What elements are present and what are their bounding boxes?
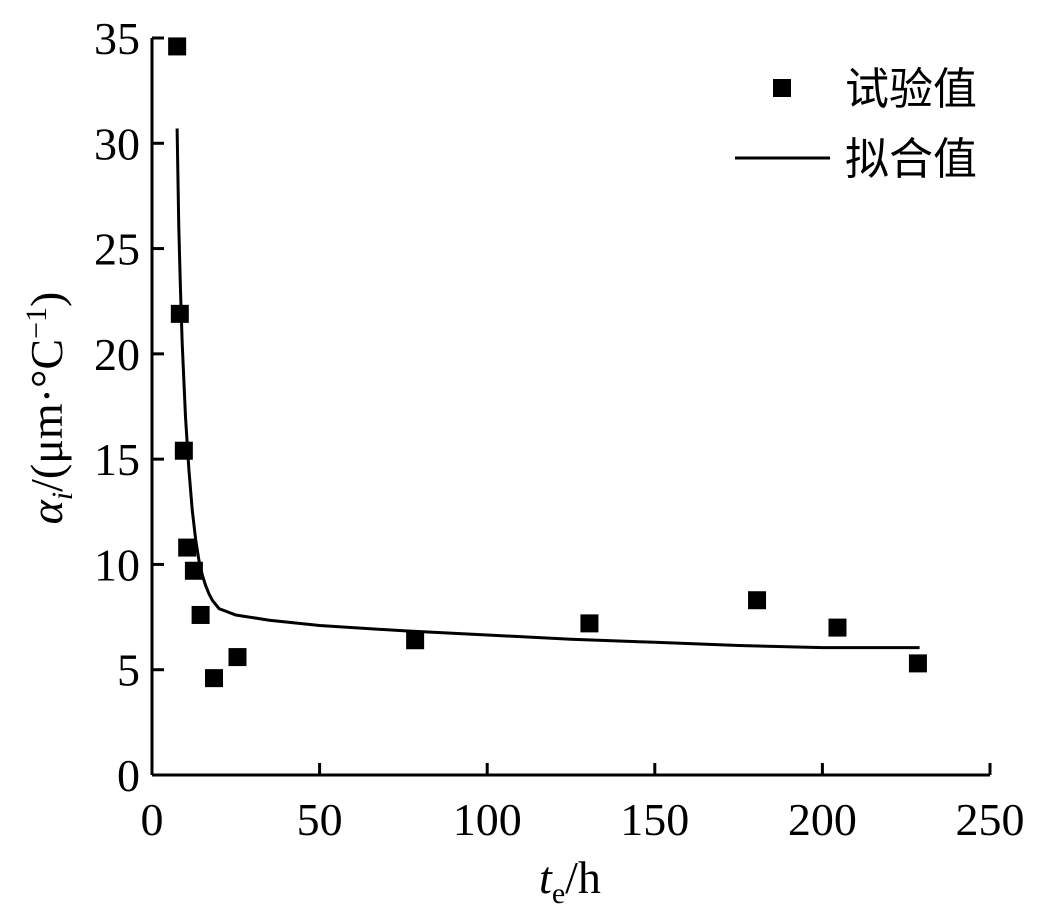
y-tick-label: 25 [94, 224, 140, 275]
data-point [228, 648, 247, 667]
series [168, 37, 927, 688]
x-tick-label: 200 [788, 794, 857, 845]
x-tick-label: 100 [453, 794, 522, 845]
x-tick-label: 50 [297, 794, 343, 845]
x-tick-label: 250 [956, 794, 1025, 845]
fit-line [175, 128, 920, 650]
y-tick-label: 0 [117, 750, 140, 801]
axes [150, 38, 990, 777]
y-tick-label: 30 [94, 118, 140, 169]
data-point [184, 561, 203, 580]
data-point [580, 614, 599, 633]
data-point [168, 37, 187, 56]
y-tick-label: 20 [94, 329, 140, 380]
legend-label: 拟合值 [845, 134, 977, 185]
data-point [174, 441, 193, 460]
data-point [205, 669, 224, 688]
y-tick-label: 35 [94, 13, 140, 64]
x-tick-label: 0 [141, 794, 164, 845]
data-point [406, 631, 425, 650]
x-tick-label: 150 [620, 794, 689, 845]
data-point [748, 591, 767, 610]
legend-label: 试验值 [845, 64, 977, 115]
y-tick-label: 5 [117, 645, 140, 696]
y-tick-label: 10 [94, 539, 140, 590]
x-axis-title: te/h [539, 852, 601, 910]
y-tick-label: 15 [94, 434, 140, 485]
ticks: 0 50 100 150 200 250 0 5 10 15 20 25 30 35 [94, 13, 1025, 845]
y-axis-title: αi/(μm·°C−1) [20, 292, 79, 525]
data-point [178, 538, 197, 557]
data-point [908, 654, 927, 673]
legend-square-swatch [773, 79, 791, 97]
data-point [191, 605, 210, 624]
data-point [828, 618, 847, 637]
